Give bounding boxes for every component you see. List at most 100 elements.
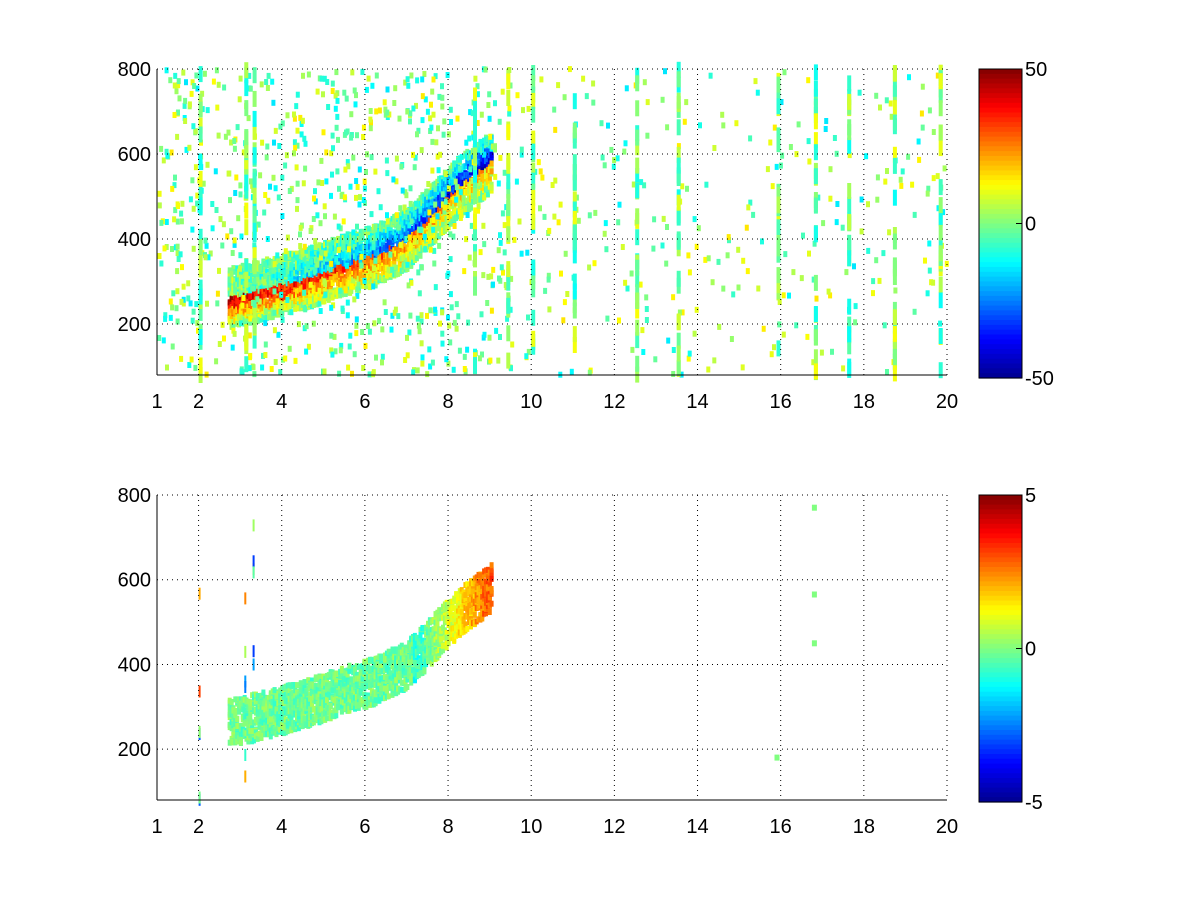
heatmap-cell [198,126,203,143]
heatmap-cell [502,222,507,229]
heatmap-cell [416,322,421,329]
heatmap-cell [450,179,455,186]
heatmap-cell [515,92,520,99]
heatmap-cell [892,189,897,206]
heatmap-cell [295,180,300,187]
heatmap-cell [847,183,852,199]
colorbar-tick-label: -50 [1025,368,1054,390]
heatmap-cell [660,242,665,249]
heatmap-cell [652,216,657,223]
heatmap-cell [847,316,852,333]
heatmap-cell [857,89,862,96]
heatmap-cell [635,259,640,276]
heatmap-cell [181,283,186,290]
heatmap-cell [323,250,328,257]
heatmap-cell [247,365,252,372]
heatmap-cell [208,250,213,257]
heatmap-cell [394,212,399,219]
heatmap-cell [755,89,760,96]
heatmap-cell [255,260,260,267]
heatmap-cell [303,306,308,313]
heatmap-cell [198,197,203,214]
heatmap-cell [285,112,290,119]
heatmap-cell [475,91,480,98]
colorbar-segment [979,349,1022,355]
heatmap-cell [260,139,265,146]
heatmap-cell [252,317,257,334]
heatmap-cell [440,83,444,90]
heatmap-cell [255,296,260,303]
heatmap-cell [434,139,439,146]
heatmap-cell [198,261,203,278]
colorbar-segment [979,218,1022,225]
heatmap-cell [776,277,781,294]
colorbar-segment [979,88,1022,94]
heatmap-cell [531,202,536,219]
heatmap-cell [252,110,257,127]
heatmap-cell [547,306,552,313]
heatmap-cell [841,365,846,372]
heatmap-cell [458,215,463,221]
x-tick-label: 14 [686,391,708,413]
heatmap-cell [319,157,324,164]
heatmap-cell [229,270,234,277]
heatmap-cell [408,253,413,260]
heatmap-cell [275,298,280,305]
heatmap-cell [776,240,781,257]
heatmap-cell [370,82,375,89]
x-tick-label: 10 [520,391,542,413]
heatmap-cell [506,73,511,90]
heatmap-cell [309,258,313,265]
heatmap-cell [302,283,307,290]
heatmap-cell [796,121,801,128]
heatmap-cell [161,337,166,344]
heatmap-cell [680,309,685,316]
heatmap-cell [635,284,640,301]
heatmap-cell [483,66,488,73]
heatmap-cell [408,242,413,249]
heatmap-cell [205,300,209,307]
heatmap-cell [313,250,318,257]
heatmap-cell [215,104,220,111]
heatmap-cell [362,277,367,284]
heatmap-cell [335,97,340,104]
heatmap-cell [498,232,502,239]
heatmap-cell [220,321,225,328]
heatmap-cell [539,76,544,83]
heatmap-cell [340,305,345,312]
heatmap-cell [326,252,331,259]
heatmap-cell [768,139,773,146]
heatmap-cell [847,93,852,110]
heatmap-cell [214,67,219,74]
heatmap-cell [931,129,936,135]
heatmap-cell [416,127,421,134]
heatmap-cell [509,365,513,372]
heatmap-cell [346,163,351,170]
heatmap-cell [765,166,770,173]
colorbar-segment [979,175,1022,181]
heatmap-cell [173,72,178,79]
heatmap-cell [751,211,756,218]
heatmap-cell [325,276,329,283]
heatmap-cell [374,108,379,115]
heatmap-cell [553,126,558,133]
heatmap-cell [635,302,640,319]
heatmap-cell [168,314,173,321]
heatmap-cell [807,250,811,257]
heatmap-cell [306,261,311,268]
heatmap-cell [666,337,671,344]
colorbar-segment [979,344,1022,350]
heatmap-cell [676,332,681,349]
heatmap-cell [392,309,397,316]
heatmap-cell [292,150,296,157]
heatmap-cell [287,303,292,310]
heatmap-cell [415,315,420,322]
heatmap-cell [438,151,443,158]
heatmap-cell [847,298,852,315]
heatmap-cell [465,346,470,353]
heatmap-cell [189,90,194,97]
heatmap-cell [676,194,681,211]
colorbar-segment [979,334,1022,340]
heatmap-cell [423,96,428,103]
heatmap-cell [336,247,341,254]
